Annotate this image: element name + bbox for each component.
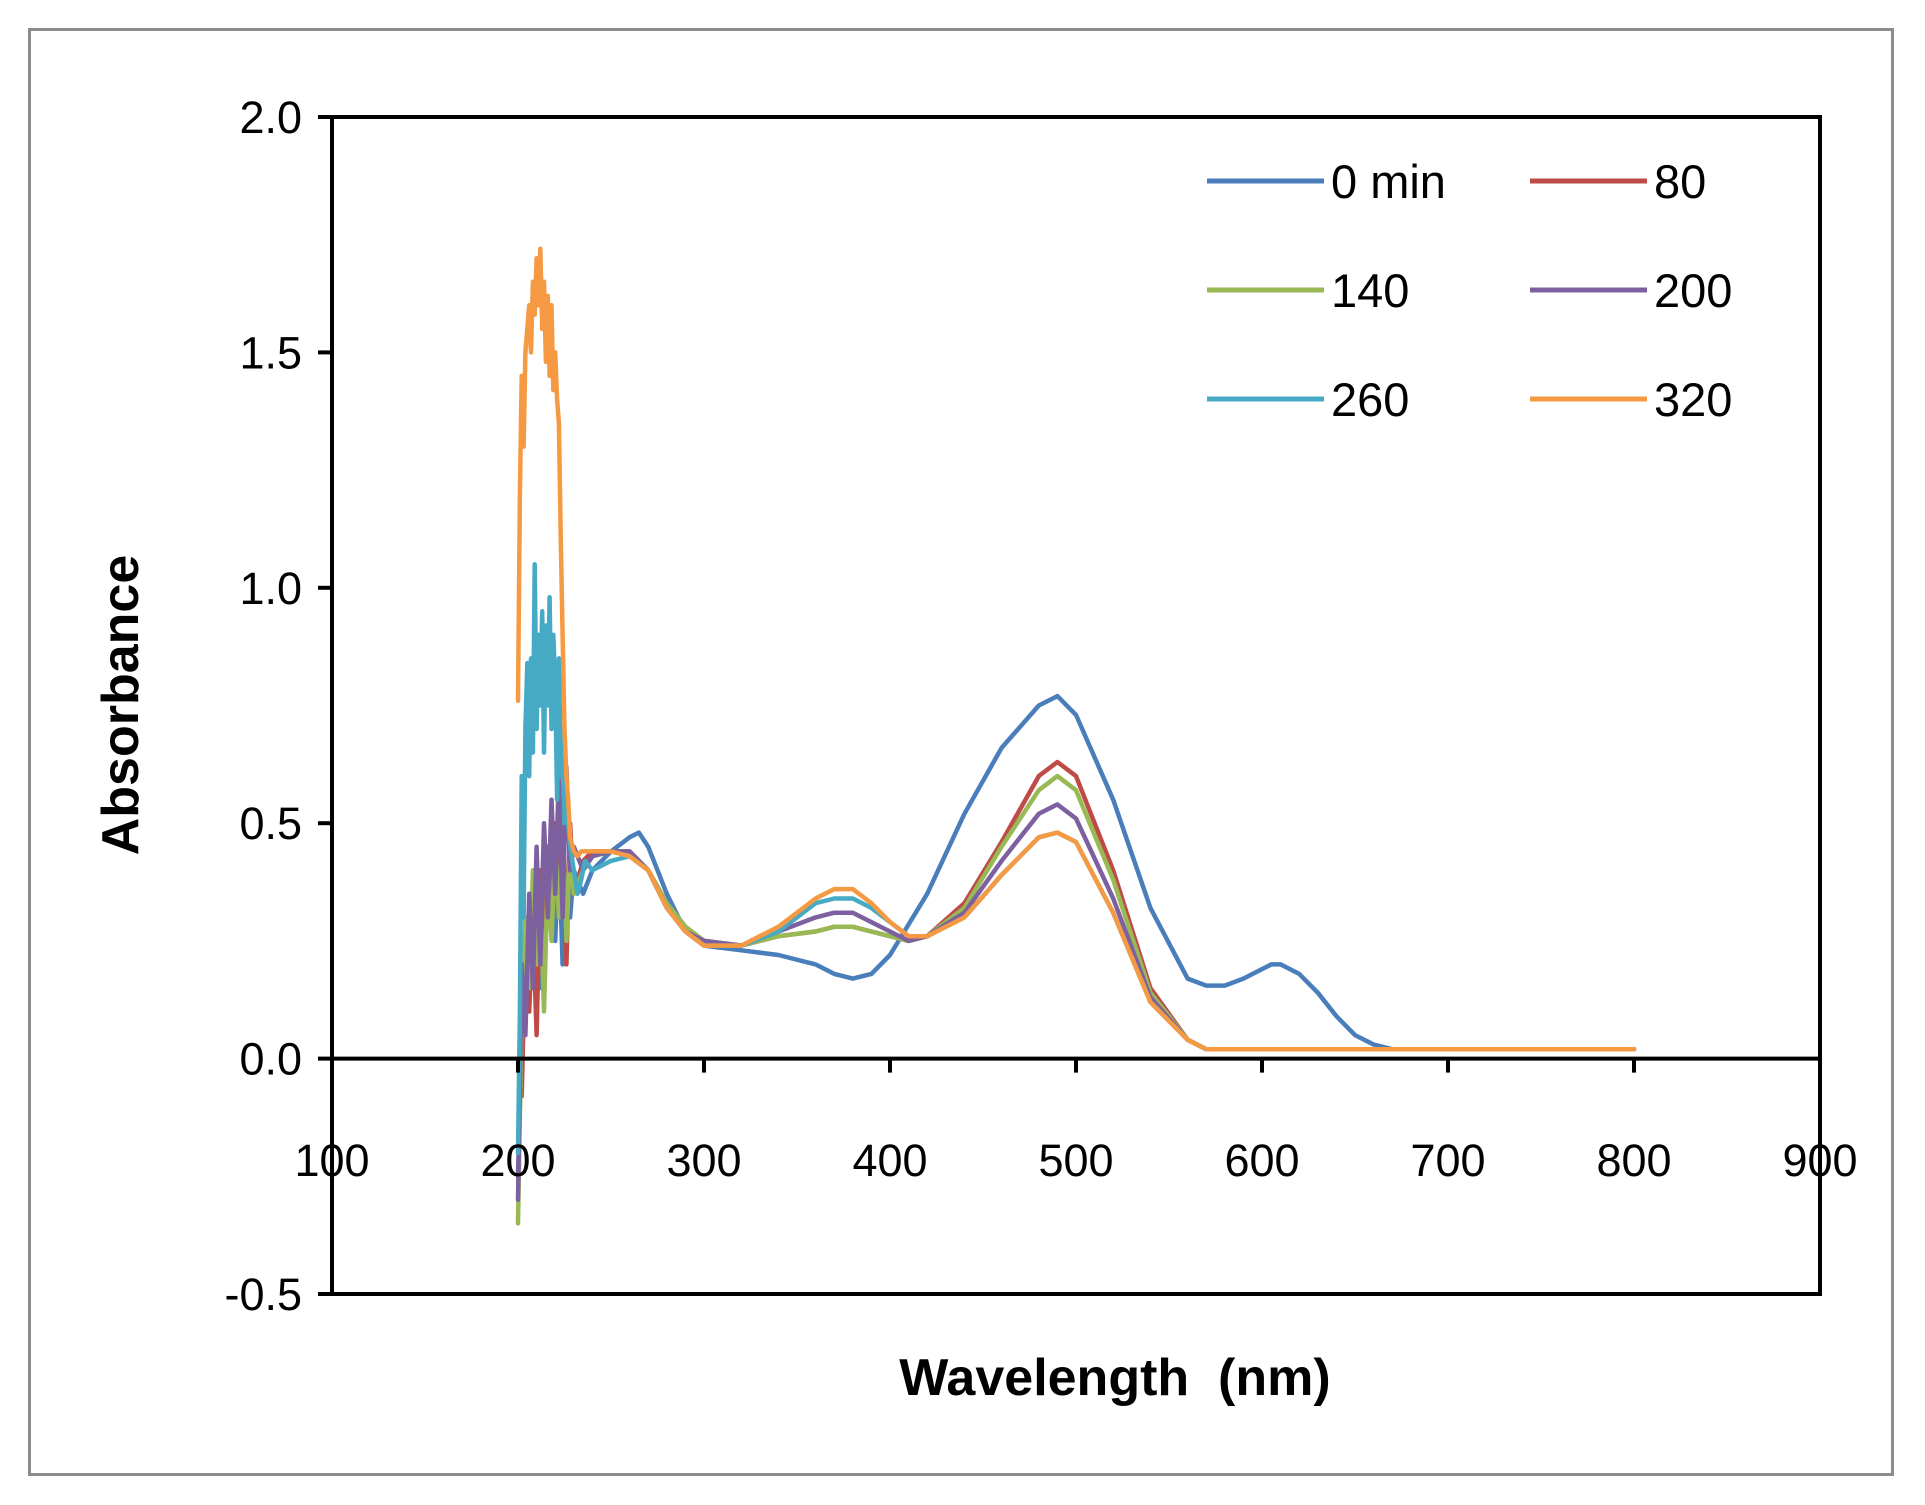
x-tick-label: 200 xyxy=(480,1135,555,1186)
plot-area xyxy=(330,115,1822,1296)
legend-item: 140 xyxy=(1207,264,1409,317)
y-tick-label: 1.5 xyxy=(239,327,302,378)
x-axis-title: Wavelength (nm) xyxy=(899,1349,1330,1407)
legend-item: 0 min xyxy=(1207,155,1446,208)
y-tick-label: 2.0 xyxy=(239,92,302,143)
legend-label: 260 xyxy=(1331,373,1409,426)
legend-label: 140 xyxy=(1331,264,1409,317)
legend-label: 0 min xyxy=(1331,155,1446,208)
x-tick-label: 900 xyxy=(1782,1135,1857,1186)
x-tick-label: 400 xyxy=(852,1135,927,1186)
y-axis-title: Absorbance xyxy=(92,555,150,856)
legend-item: 80 xyxy=(1530,155,1706,208)
legend-label: 200 xyxy=(1654,264,1732,317)
y-axis-ticks: -0.5 0.0 0.5 1.0 1.5 2.0 xyxy=(224,92,332,1320)
legend-item: 260 xyxy=(1207,373,1409,426)
x-tick-label: 600 xyxy=(1224,1135,1299,1186)
x-tick-label: 800 xyxy=(1596,1135,1671,1186)
legend-item: 320 xyxy=(1530,373,1732,426)
legend-item: 200 xyxy=(1530,264,1732,317)
x-tick-label: 700 xyxy=(1410,1135,1485,1186)
y-tick-label: -0.5 xyxy=(224,1269,302,1320)
chart-frame xyxy=(28,28,1894,1476)
x-tick-label: 500 xyxy=(1038,1135,1113,1186)
legend-label: 320 xyxy=(1654,373,1732,426)
y-tick-label: 1.0 xyxy=(239,563,302,614)
y-tick-label: 0.5 xyxy=(239,798,302,849)
series-line-320 xyxy=(515,246,1637,1052)
series-layer xyxy=(515,246,1637,1226)
series-line-0-min xyxy=(515,693,1637,1179)
legend-label: 80 xyxy=(1654,155,1706,208)
x-tick-label: 300 xyxy=(666,1135,741,1186)
x-axis-ticks: 100 200 300 400 500 600 700 800 900 xyxy=(294,1058,1858,1186)
x-tick-label: 100 xyxy=(294,1135,369,1186)
y-tick-label: 0.0 xyxy=(239,1034,302,1085)
legend: 0 min 80 140 200 260 320 xyxy=(1207,155,1732,426)
